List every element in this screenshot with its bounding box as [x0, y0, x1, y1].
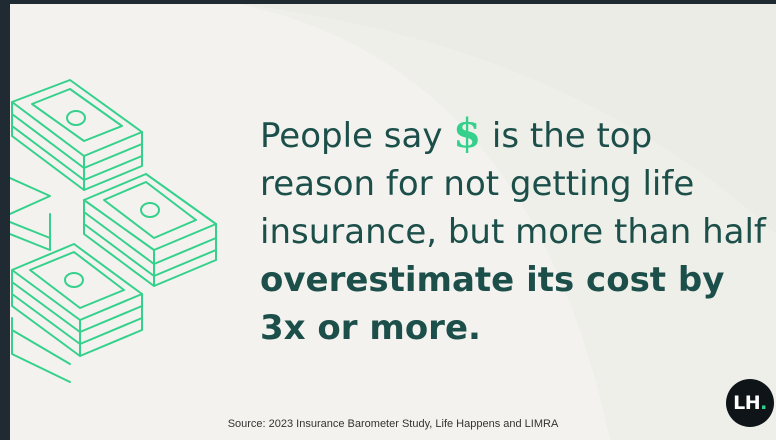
dollar-symbol: $	[453, 110, 482, 157]
source-citation: Source: 2023 Insurance Barometer Study, …	[227, 418, 559, 430]
logo-letters: LH	[733, 392, 761, 414]
lh-logo: LH.	[726, 379, 774, 427]
money-stack-icon	[10, 79, 217, 383]
headline-part1: People say	[260, 116, 454, 156]
infographic-card: People say $ is the top reason for not g…	[10, 4, 776, 440]
headline-part2: is the top reason for not getting life i…	[260, 116, 766, 252]
headline-emphasis: overestimate its cost by 3x or more.	[260, 260, 725, 348]
logo-dot: .	[760, 392, 767, 414]
background-curve	[238, 4, 776, 440]
headline: People say $ is the top reason for not g…	[260, 110, 770, 352]
